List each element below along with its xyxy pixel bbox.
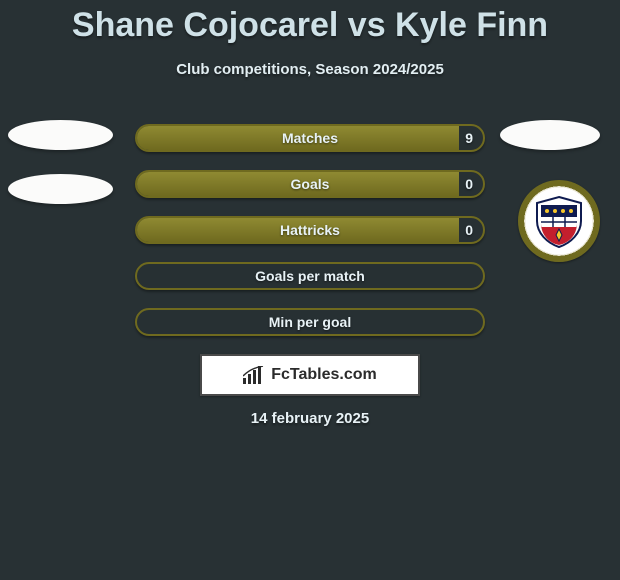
stat-row-label: Goals (291, 176, 330, 192)
stat-row-label: Matches (282, 130, 338, 146)
bar-chart-icon (243, 366, 265, 384)
comparison-rows: Matches 9 Goals 0 Hattricks 0 Goals per match M… (135, 124, 485, 354)
date-text: 14 february 2025 (0, 410, 620, 427)
stat-row: Goals 0 (135, 170, 485, 198)
left-player-placeholders (8, 120, 113, 228)
right-player-placeholder (500, 120, 600, 150)
stat-row-value: 9 (465, 130, 473, 146)
stat-row-value: 0 (465, 222, 473, 238)
stat-row-label: Goals per match (255, 268, 365, 284)
stat-row: Min per goal (135, 308, 485, 336)
placeholder-ellipse (8, 120, 113, 150)
attribution-box: FcTables.com (200, 354, 420, 396)
page-subtitle: Club competitions, Season 2024/2025 (0, 61, 620, 78)
stat-row: Goals per match (135, 262, 485, 290)
stat-row-value: 0 (465, 176, 473, 192)
stat-row-label: Min per goal (269, 314, 351, 330)
shield-icon (531, 193, 587, 249)
stat-row: Matches 9 (135, 124, 485, 152)
stat-row: Hattricks 0 (135, 216, 485, 244)
club-badge-tamworth (518, 180, 600, 262)
page-title: Shane Cojocarel vs Kyle Finn (0, 0, 620, 45)
stat-row-label: Hattricks (280, 222, 340, 238)
attribution-brand: FcTables.com (271, 366, 377, 384)
placeholder-ellipse (8, 174, 113, 204)
